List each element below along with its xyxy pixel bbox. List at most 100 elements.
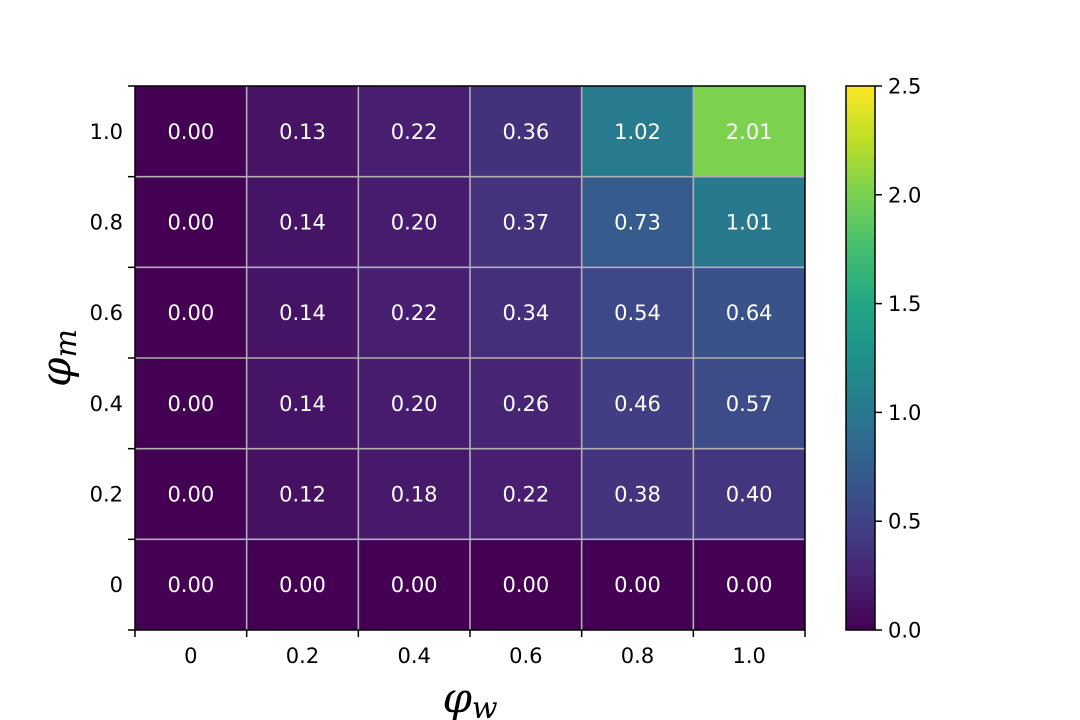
heatmap-cell: [135, 539, 248, 631]
cell-value-label: 0.12: [279, 483, 326, 507]
colorbar: 0.0 0.5 1.0 1.5 2.0 2.5: [845, 75, 921, 643]
heatmap-cell: [246, 448, 359, 540]
y-tick-label: 0: [110, 573, 123, 597]
heatmap-cell: [135, 176, 248, 268]
cell-value-label: 0.22: [391, 120, 438, 144]
heatmap-cell: [358, 448, 471, 540]
colorbar-tick-label: 1.5: [888, 292, 921, 316]
heatmap-cell: [581, 86, 694, 178]
x-tick-label: 0.2: [286, 644, 319, 668]
cell-value-labels: 0.00 0.13 0.22 0.36 1.02 2.01 0.00 0.14 0.20 0.37…: [167, 120, 772, 597]
cell-value-label: 0.00: [614, 573, 661, 597]
heatmap-cell: [581, 358, 694, 450]
heatmap-cell: [693, 176, 806, 268]
cell-value-label: 0.57: [726, 392, 773, 416]
heatmap-cell: [246, 539, 359, 631]
cell-value-label: 0.22: [391, 301, 438, 325]
cell-value-label: 0.37: [502, 211, 549, 235]
heatmap-cell: [470, 539, 583, 631]
heatmap-cell: [358, 267, 471, 359]
cell-value-label: 0.46: [614, 392, 661, 416]
heatmap-cell: [470, 358, 583, 450]
cell-value-label: 1.02: [614, 120, 661, 144]
cell-value-label: 0.14: [279, 392, 326, 416]
heatmap-cell: [470, 267, 583, 359]
colorbar-tick-label: 1.0: [888, 401, 921, 425]
colorbar-tick-label: 2.0: [888, 183, 921, 207]
cell-value-label: 0.00: [167, 573, 214, 597]
heatmap-cell: [358, 539, 471, 631]
cell-value-label: 0.00: [726, 573, 773, 597]
heatmap-cell: [246, 267, 359, 359]
x-tick-label: 0.4: [397, 644, 430, 668]
colorbar-tick-label: 0.0: [888, 619, 921, 643]
colorbar-gradient: [845, 85, 876, 631]
grid-lines: [135, 86, 805, 630]
heatmap-cell: [693, 448, 806, 540]
colorbar-ticks: 0.0 0.5 1.0 1.5 2.0 2.5: [875, 75, 921, 643]
y-tick-label: 0.8: [90, 211, 123, 235]
x-tick-label: 0: [184, 644, 197, 668]
cell-value-label: 0.00: [167, 483, 214, 507]
cell-value-label: 0.00: [279, 573, 326, 597]
cell-value-label: 0.14: [279, 301, 326, 325]
heatmap-cell: [358, 358, 471, 450]
cell-value-label: 0.13: [279, 120, 326, 144]
colorbar-tick-label: 2.5: [888, 75, 921, 99]
cell-value-label: 0.20: [391, 211, 438, 235]
x-tick-label: 0.6: [509, 644, 542, 668]
heatmap-cell: [581, 448, 694, 540]
heatmap-cell: [693, 539, 806, 631]
colorbar-tick-label: 0.5: [888, 510, 921, 534]
heatmap-cell: [470, 86, 583, 178]
cell-value-label: 0.00: [167, 301, 214, 325]
heatmap-cell: [581, 539, 694, 631]
cell-value-label: 0.00: [167, 120, 214, 144]
cell-value-label: 0.34: [502, 301, 549, 325]
y-tick-label: 1.0: [90, 120, 123, 144]
heatmap-cell: [135, 358, 248, 450]
heatmap-cell: [358, 86, 471, 178]
heatmap-cell: [693, 86, 806, 178]
cell-value-label: 0.36: [502, 120, 549, 144]
y-tick-label: 0.6: [90, 301, 123, 325]
cell-value-label: 0.18: [391, 483, 438, 507]
cell-value-label: 0.00: [502, 573, 549, 597]
y-axis: 1.0 0.8 0.6 0.4 0.2 0: [90, 85, 135, 631]
heatmap-cell: [246, 86, 359, 178]
cell-value-label: 0.38: [614, 483, 661, 507]
cell-value-label: 0.73: [614, 211, 661, 235]
heatmap-cell: [358, 176, 471, 268]
x-axis: 0 0.2 0.4 0.6 0.8 1.0: [134, 630, 806, 668]
cell-value-label: 0.20: [391, 392, 438, 416]
cell-value-label: 1.01: [726, 211, 773, 235]
heatmap-cell: [246, 358, 359, 450]
cell-value-label: 2.01: [726, 120, 773, 144]
heatmap-cell: [581, 176, 694, 268]
heatmap-cell: [135, 267, 248, 359]
x-tick-label: 1.0: [732, 644, 765, 668]
heatmap-cell: [693, 267, 806, 359]
heatmap-cell: [135, 448, 248, 540]
x-tick-label: 0.8: [621, 644, 654, 668]
cell-value-label: 0.40: [726, 483, 773, 507]
heatmap-cell: [246, 176, 359, 268]
cell-value-label: 0.22: [502, 483, 549, 507]
heatmap-cell: [135, 86, 248, 178]
cell-value-label: 0.00: [391, 573, 438, 597]
cell-value-label: 0.54: [614, 301, 661, 325]
heatmap-cell: [693, 358, 806, 450]
cell-value-label: 0.26: [502, 392, 549, 416]
heatmap-cell: [470, 176, 583, 268]
heatmap-cell: [470, 448, 583, 540]
y-tick-label: 0.2: [90, 483, 123, 507]
cell-value-label: 0.14: [279, 211, 326, 235]
x-axis-label: φw: [442, 673, 497, 720]
cell-value-label: 0.00: [167, 392, 214, 416]
cell-value-label: 0.00: [167, 211, 214, 235]
y-tick-label: 0.4: [90, 392, 123, 416]
cell-value-label: 0.64: [726, 301, 773, 325]
heatmap-cell: [581, 267, 694, 359]
y-axis-label: φm: [31, 329, 84, 387]
